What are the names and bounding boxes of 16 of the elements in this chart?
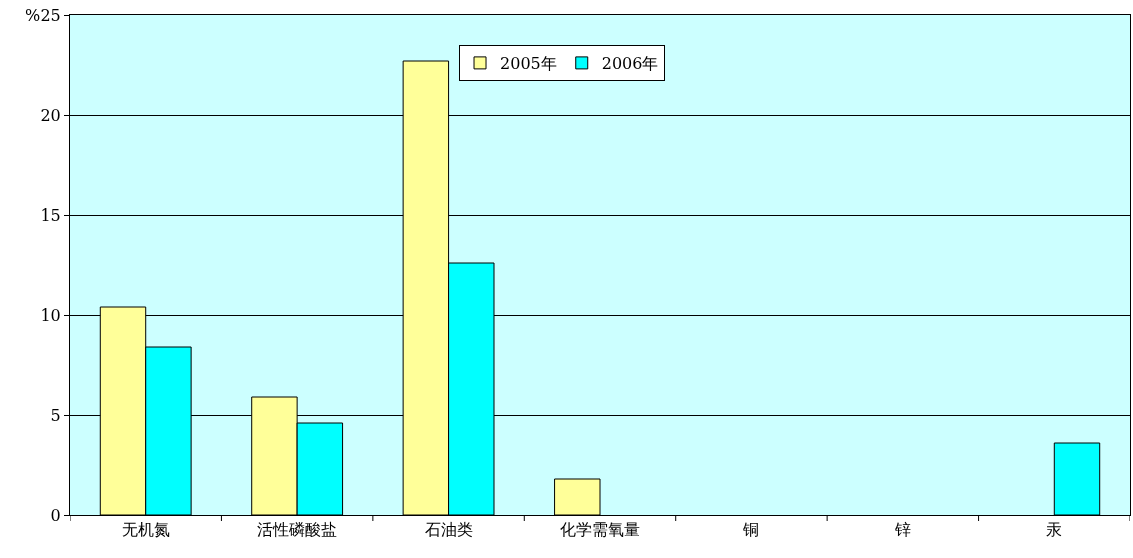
x-tick-label: 活性磷酸盐: [257, 520, 338, 540]
x-tick-label: 化学需氧量: [560, 520, 640, 540]
y-tick-label: 15: [40, 205, 61, 225]
legend-label: 2005年: [500, 54, 557, 74]
y-axis-title: %: [25, 6, 41, 25]
y-tick-label: 0: [50, 505, 61, 525]
y-tick-label: 20: [40, 105, 61, 125]
legend-label: 2006年: [601, 54, 659, 74]
y-tick-label: 25: [40, 5, 61, 25]
x-tick-label: 无机氮: [121, 520, 170, 540]
x-tick-label: 石油类: [424, 520, 473, 540]
x-tick-label: 铜: [742, 520, 760, 540]
y-tick-label: 5: [50, 405, 61, 425]
y-tick-label: 10: [40, 305, 61, 325]
x-tick-label: 锌: [893, 520, 911, 540]
x-tick-label: 汞: [1046, 520, 1063, 540]
